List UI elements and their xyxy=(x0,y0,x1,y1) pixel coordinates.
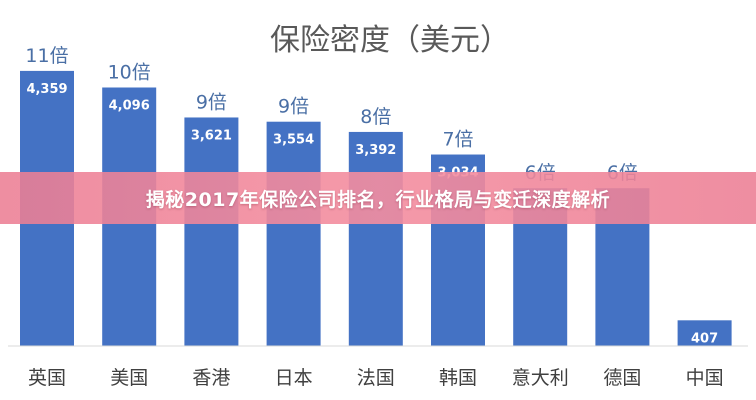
overlay-banner: 揭秘2017年保险公司排名，行业格局与变迁深度解析 xyxy=(0,172,756,224)
multiple-label: 8倍 xyxy=(360,106,391,128)
multiple-label: 10倍 xyxy=(108,61,151,83)
value-label: 3,392 xyxy=(355,143,396,158)
multiple-label: 9倍 xyxy=(278,96,309,118)
bar xyxy=(348,131,403,346)
value-label: 407 xyxy=(691,331,718,346)
bar xyxy=(184,117,239,346)
value-label: 4,096 xyxy=(109,98,150,113)
value-label: 3,554 xyxy=(273,133,314,148)
bar xyxy=(266,121,321,346)
category-label: 香港 xyxy=(192,367,230,389)
value-label: 4,359 xyxy=(26,82,67,97)
multiple-label: 11倍 xyxy=(25,45,68,67)
bar xyxy=(677,320,732,346)
category-label: 德国 xyxy=(603,367,641,389)
value-label: 3,621 xyxy=(191,128,232,143)
category-label: 中国 xyxy=(686,367,724,389)
category-label: 美国 xyxy=(110,367,148,389)
multiple-label: 7倍 xyxy=(442,129,473,151)
category-label: 法国 xyxy=(357,367,395,389)
category-label: 韩国 xyxy=(439,367,477,389)
category-label: 日本 xyxy=(275,367,313,389)
banner-title: 揭秘2017年保险公司排名，行业格局与变迁深度解析 xyxy=(145,188,611,211)
multiple-label: 9倍 xyxy=(196,91,227,113)
category-label: 意大利 xyxy=(512,367,569,389)
category-label: 英国 xyxy=(28,367,66,389)
chart-title: 保险密度（美元） xyxy=(270,23,510,58)
